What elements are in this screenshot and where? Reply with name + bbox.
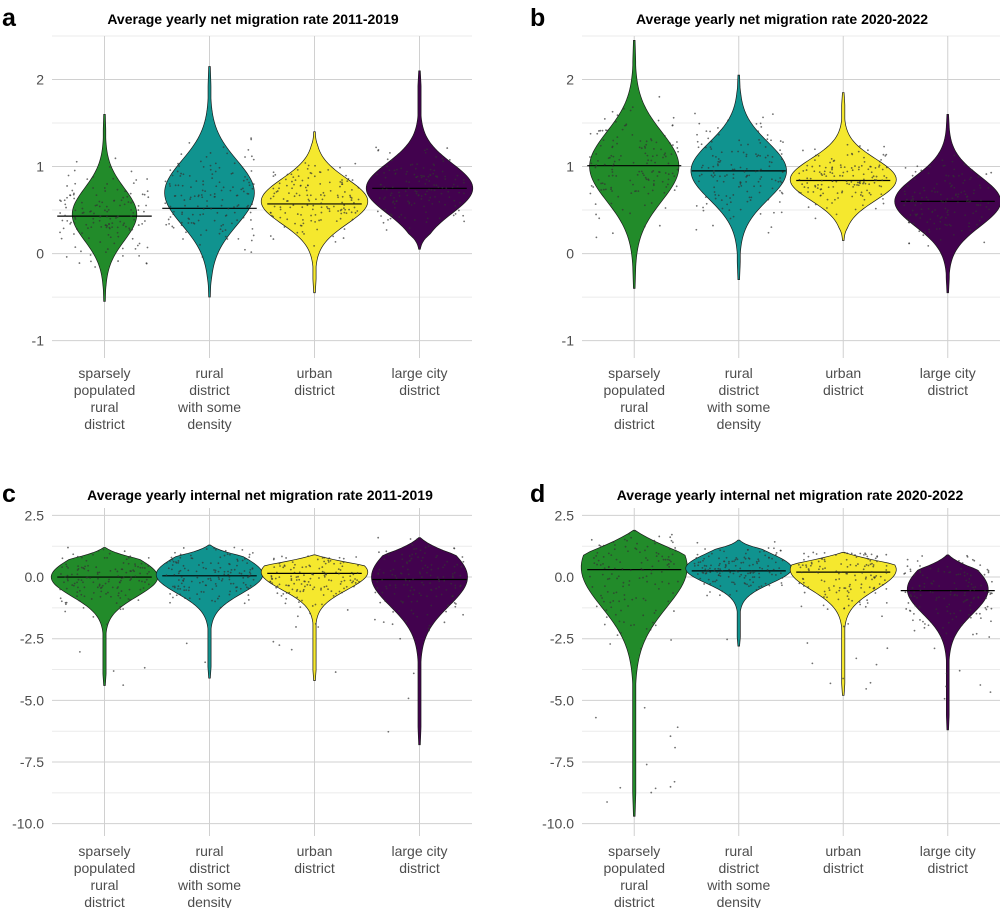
jitter-points-d-0: [589, 529, 679, 803]
y-tick-label: 2: [566, 72, 574, 88]
y-tick-label: -1: [562, 333, 575, 349]
jitter-points-b-1: [694, 112, 784, 234]
y-tick-label: -10.0: [12, 816, 44, 832]
violin-a-0: [71, 113, 138, 302]
x-category-label: rural district with some density: [177, 365, 241, 432]
x-category-label: large city district: [391, 365, 447, 398]
jitter-points-d-1: [693, 540, 784, 641]
jitter-points-c-1: [165, 546, 255, 664]
y-tick-label: -1: [32, 333, 45, 349]
jitter-points-a-2: [269, 162, 360, 247]
violin-d-1: [685, 539, 793, 647]
panel-title: Average yearly net migration rate 2020-2…: [636, 11, 928, 27]
x-category-label: large city district: [920, 365, 976, 398]
jitter-points-c-0: [59, 546, 150, 687]
panel-letter: b: [530, 4, 545, 32]
panel-a: a Average yearly net migration rate 2011-…: [2, 4, 474, 432]
panel-letter: c: [2, 480, 16, 508]
panel-c: c Average yearly internal net migration r…: [2, 480, 472, 908]
panel-letter: a: [2, 4, 17, 32]
x-category-label: large city district: [920, 843, 976, 876]
y-tick-label: -5.0: [550, 692, 574, 708]
violin-a-2: [260, 131, 369, 294]
y-tick-label: -7.5: [550, 754, 574, 770]
x-category-label: urban district: [294, 843, 335, 876]
violin-b-0: [589, 40, 680, 289]
y-tick-label: 0.0: [555, 569, 575, 585]
violin-d-3: [906, 554, 989, 731]
panel-title: Average yearly net migration rate 2011-2…: [107, 11, 399, 27]
panel-b: b Average yearly net migration rate 2020-…: [530, 4, 1000, 432]
x-category-label: urban district: [823, 365, 864, 398]
y-tick-label: 2.5: [555, 507, 575, 523]
y-tick-label: 0.0: [25, 569, 45, 585]
violin-c-1: [155, 544, 264, 679]
y-tick-label: -2.5: [20, 631, 44, 647]
violin-d-0: [580, 529, 688, 817]
x-category-label: sparsely populated rural district: [603, 365, 665, 432]
jitter-points-a-0: [59, 157, 150, 268]
y-tick-label: -7.5: [20, 754, 44, 770]
jitter-points-b-3: [903, 154, 993, 247]
violin-b-3: [894, 113, 1000, 294]
panel-d: d Average yearly internal net migration r…: [530, 480, 1000, 908]
x-category-label: sparsely populated rural district: [74, 365, 136, 432]
jitter-points-b-0: [589, 95, 680, 239]
x-category-label: urban district: [294, 365, 335, 398]
x-category-label: urban district: [823, 843, 864, 876]
y-tick-label: -10.0: [542, 816, 574, 832]
panel-letter: d: [530, 480, 545, 508]
x-category-label: sparsely populated rural district: [74, 843, 136, 908]
y-tick-label: -5.0: [20, 692, 44, 708]
y-tick-label: 2.5: [25, 507, 45, 523]
x-category-label: rural district with some density: [706, 843, 770, 908]
y-tick-label: 0: [36, 246, 44, 262]
jitter-points-a-1: [164, 137, 255, 258]
x-category-label: rural district with some density: [706, 365, 770, 432]
y-tick-label: 0: [566, 246, 574, 262]
panel-title: Average yearly internal net migration ra…: [617, 487, 964, 503]
jitter-points-c-3: [374, 536, 465, 733]
jitter-points-c-2: [269, 555, 360, 673]
y-tick-label: 2: [36, 72, 44, 88]
violin-b-1: [690, 74, 787, 281]
jitter-points-d-3: [903, 554, 993, 700]
panel-title: Average yearly internal net migration ra…: [87, 487, 433, 503]
violin-a-1: [164, 66, 255, 298]
y-tick-label: 1: [566, 159, 574, 175]
x-category-label: rural district with some density: [177, 843, 241, 908]
y-tick-label: -2.5: [550, 631, 574, 647]
x-category-label: sparsely populated rural district: [603, 843, 665, 908]
jitter-points-b-2: [798, 143, 888, 220]
jitter-points-d-2: [797, 551, 889, 690]
violin-d-2: [789, 552, 897, 696]
violin-c-3: [371, 537, 468, 746]
violin-b-2: [789, 92, 897, 241]
y-tick-label: 1: [36, 159, 44, 175]
violin-a-3: [365, 70, 474, 250]
jitter-points-a-3: [375, 146, 466, 231]
x-category-label: large city district: [391, 843, 447, 876]
